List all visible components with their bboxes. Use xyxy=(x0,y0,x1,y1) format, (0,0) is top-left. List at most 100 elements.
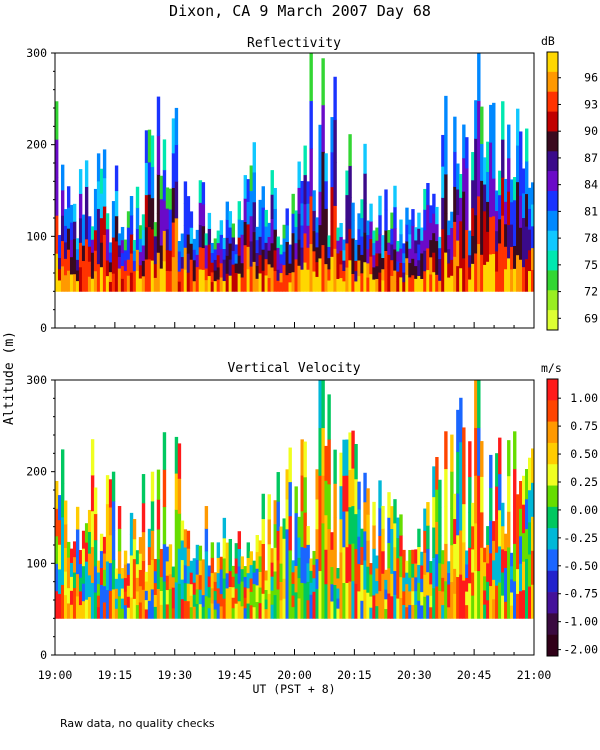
velocity-echo-cell xyxy=(282,578,286,599)
velocity-echo-cell xyxy=(276,559,280,590)
velocity-echo-cell xyxy=(87,531,92,554)
reflectivity-echo-cell xyxy=(417,259,421,276)
reflectivity-echo-cell xyxy=(438,269,442,281)
reflectivity-echo-cell xyxy=(252,172,256,203)
reflectivity-echo-cell xyxy=(339,250,343,265)
velocity-echo-cell xyxy=(399,514,403,536)
velocity-echo-cell xyxy=(141,560,146,590)
velocity-echo-cell xyxy=(387,593,391,619)
velocity-echo-cell xyxy=(126,574,131,586)
reflectivity-echo-cell xyxy=(165,270,170,292)
velocity-echo-cell xyxy=(501,572,505,596)
velocity-echo-cell xyxy=(186,600,191,619)
velocity-echo-cell xyxy=(144,609,149,619)
velocity-echo-cell xyxy=(117,550,122,574)
reflectivity-echo-cell xyxy=(432,193,436,214)
reflectivity-echo-cell xyxy=(249,165,253,192)
velocity-colorbar-tick-label: 0.75 xyxy=(570,419,598,433)
velocity-echo-cell xyxy=(246,603,250,619)
reflectivity-echo-cell xyxy=(279,244,283,255)
reflectivity-echo-cell xyxy=(90,226,95,240)
velocity-echo-cell xyxy=(354,444,358,480)
reflectivity-echo-cell xyxy=(375,240,379,254)
reflectivity-echo-cell xyxy=(387,230,391,243)
x-tick-label: 19:45 xyxy=(217,668,252,682)
velocity-echo-cell xyxy=(399,597,403,619)
velocity-echo-cell xyxy=(204,528,209,552)
velocity-echo-cell xyxy=(57,593,62,619)
reflectivity-echo-cell xyxy=(144,226,149,260)
velocity-echo-cell xyxy=(498,437,502,475)
velocity-echo-cell xyxy=(453,568,457,594)
velocity-echo-cell xyxy=(444,468,448,507)
reflectivity-echo-cell xyxy=(273,229,277,251)
velocity-echo-cell xyxy=(402,604,406,619)
reflectivity-echo-cell xyxy=(504,268,508,292)
velocity-echo-cell xyxy=(339,518,343,553)
reflectivity-echo-cell xyxy=(75,259,80,271)
reflectivity-echo-cell xyxy=(234,253,239,264)
reflectivity-echo-cell xyxy=(510,224,514,247)
reflectivity-echo-cell xyxy=(474,214,478,254)
reflectivity-echo-cell xyxy=(240,277,244,292)
velocity-echo-cell xyxy=(249,578,253,592)
reflectivity-echo-cell xyxy=(423,188,427,210)
reflectivity-echo-cell xyxy=(117,268,122,281)
reflectivity-echo-cell xyxy=(474,253,478,292)
reflectivity-echo-cell xyxy=(66,270,71,292)
velocity-echo-cell xyxy=(378,590,382,619)
velocity-echo-cell xyxy=(55,563,59,592)
reflectivity-echo-cell xyxy=(486,261,490,292)
reflectivity-echo-cell xyxy=(81,260,86,277)
velocity-echo-cell xyxy=(519,563,523,592)
reflectivity-echo-cell xyxy=(351,220,355,239)
reflectivity-echo-cell xyxy=(345,170,349,196)
reflectivity-echo-cell xyxy=(96,208,101,237)
velocity-echo-cell xyxy=(333,449,337,484)
reflectivity-echo-cell xyxy=(414,265,418,279)
reflectivity-echo-cell xyxy=(117,256,122,269)
reflectivity-echo-cell xyxy=(519,259,523,292)
reflectivity-echo-cell xyxy=(402,252,406,263)
velocity-echo-cell xyxy=(99,584,104,602)
velocity-echo-cell xyxy=(69,590,74,605)
reflectivity-echo-cell xyxy=(219,220,224,235)
velocity-echo-cell xyxy=(255,585,259,603)
reflectivity-echo-cell xyxy=(255,265,259,279)
reflectivity-echo-cell xyxy=(177,251,182,262)
velocity-echo-cell xyxy=(201,582,206,596)
reflectivity-echo-cell xyxy=(165,229,170,251)
velocity-echo-cell xyxy=(174,509,179,547)
reflectivity-echo-cell xyxy=(132,260,137,272)
reflectivity-echo-cell xyxy=(87,246,92,262)
reflectivity-echo-cell xyxy=(507,224,511,259)
velocity-echo-cell xyxy=(327,528,331,574)
reflectivity-echo-cell xyxy=(267,250,271,265)
velocity-echo-cell xyxy=(321,523,325,572)
velocity-echo-cell xyxy=(204,550,209,574)
reflectivity-colorbar-swatch xyxy=(547,290,558,311)
reflectivity-echo-cell xyxy=(459,174,463,198)
velocity-echo-cell xyxy=(426,595,430,619)
velocity-echo-cell xyxy=(531,448,535,483)
reflectivity-echo-cell xyxy=(222,237,227,249)
reflectivity-echo-cell xyxy=(279,253,283,264)
velocity-echo-cell xyxy=(513,580,517,619)
reflectivity-echo-cell xyxy=(315,232,319,248)
reflectivity-echo-cell xyxy=(498,170,502,196)
velocity-echo-cell xyxy=(366,566,370,593)
reflectivity-echo-cell xyxy=(57,268,62,281)
velocity-echo-cell xyxy=(291,571,295,584)
reflectivity-echo-cell xyxy=(87,216,92,232)
velocity-echo-cell xyxy=(450,581,454,619)
velocity-echo-cell xyxy=(312,604,316,619)
reflectivity-echo-cell xyxy=(447,248,451,264)
velocity-echo-cell xyxy=(210,603,215,619)
velocity-echo-cell xyxy=(159,562,164,578)
reflectivity-echo-cell xyxy=(261,186,265,208)
velocity-echo-cell xyxy=(201,559,206,572)
velocity-echo-cell xyxy=(108,479,113,508)
velocity-echo-cell xyxy=(285,528,289,560)
velocity-echo-cell xyxy=(87,574,92,598)
velocity-echo-cell xyxy=(240,605,244,619)
